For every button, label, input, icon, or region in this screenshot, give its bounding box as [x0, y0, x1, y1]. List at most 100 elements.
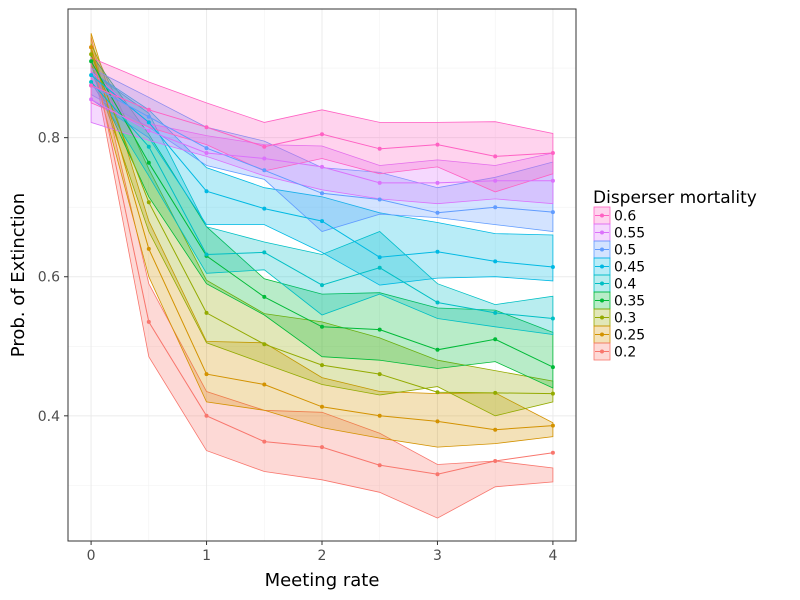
- band-0.6: [90, 57, 554, 193]
- point-0.35: [262, 294, 267, 299]
- point-0.55: [89, 97, 94, 102]
- band-0.55: [90, 70, 554, 205]
- legend-key-point: [600, 349, 604, 354]
- legend-label: 0.4: [614, 277, 636, 293]
- y-tick-label: 0.4: [38, 409, 60, 425]
- point-0.6: [262, 144, 267, 149]
- point-0.2: [435, 472, 440, 477]
- point-0.4: [320, 283, 324, 288]
- legend-key-point: [600, 247, 604, 252]
- point-0.55: [435, 180, 440, 185]
- point-0.5: [435, 210, 440, 215]
- point-0.25: [204, 372, 209, 377]
- point-0.6: [320, 132, 324, 137]
- point-0.45: [204, 189, 209, 194]
- y-axis-title: Prob. of Extinction: [8, 193, 29, 357]
- point-0.25: [146, 246, 151, 251]
- point-0.4: [89, 80, 94, 84]
- point-0.4: [377, 265, 382, 270]
- point-0.2: [377, 463, 382, 468]
- point-0.6: [204, 125, 209, 130]
- point-0.3: [146, 200, 151, 205]
- point-0.45: [435, 249, 440, 254]
- legend-title: Disperser mortality: [593, 188, 757, 208]
- x-tick-label: 3: [433, 548, 442, 564]
- point-0.25: [377, 413, 382, 418]
- legend-label: 0.55: [614, 226, 645, 242]
- point-0.25: [435, 419, 440, 424]
- point-0.4: [435, 300, 440, 305]
- point-0.45: [493, 259, 498, 264]
- point-0.35: [146, 160, 151, 165]
- x-tick-label: 4: [548, 548, 557, 564]
- legend-label: 0.6: [614, 209, 636, 225]
- point-0.5: [493, 205, 498, 210]
- point-0.5: [320, 191, 324, 196]
- x-tick-label: 2: [318, 548, 327, 564]
- point-0.6: [550, 151, 555, 155]
- point-0.45: [550, 265, 555, 269]
- band-0.3: [90, 43, 554, 417]
- legend-key-point: [600, 230, 604, 235]
- legend-item-0.6: 0.6: [593, 206, 636, 225]
- legend-label: 0.45: [614, 260, 645, 276]
- point-0.4: [204, 252, 209, 257]
- point-0.3: [377, 372, 382, 377]
- point-0.35: [377, 327, 382, 332]
- legend-key-point: [600, 298, 604, 303]
- legend-item-0.45: 0.45: [593, 257, 645, 276]
- legend-items: 0.60.550.50.450.40.350.30.250.2: [593, 206, 645, 361]
- point-0.35: [550, 365, 555, 370]
- point-0.5: [146, 114, 151, 119]
- legend-item-0.3: 0.3: [593, 308, 636, 327]
- legend-key-point: [600, 213, 604, 218]
- point-0.3: [204, 310, 209, 315]
- point-0.5: [377, 197, 382, 202]
- point-0.55: [493, 178, 498, 183]
- legend-label: 0.3: [614, 311, 636, 327]
- point-0.45: [377, 255, 382, 260]
- y-tick-label: 0.8: [38, 131, 60, 147]
- legend-key-point: [600, 264, 604, 269]
- x-tick-label: 1: [202, 548, 211, 564]
- point-0.25: [493, 427, 498, 432]
- legend-label: 0.35: [614, 294, 645, 310]
- legend-item-0.2: 0.2: [593, 342, 636, 361]
- point-0.45: [146, 120, 151, 125]
- legend-item-0.35: 0.35: [593, 291, 645, 310]
- point-0.3: [493, 390, 498, 395]
- legend: Disperser mortality 0.60.550.50.450.40.3…: [593, 188, 757, 361]
- y-tick-label: 0.6: [38, 270, 60, 286]
- legend-key-point: [600, 315, 604, 320]
- point-0.6: [89, 83, 94, 88]
- point-0.6: [377, 146, 382, 151]
- point-0.25: [89, 45, 94, 50]
- point-0.6: [435, 142, 440, 147]
- point-0.35: [435, 347, 440, 352]
- point-0.6: [146, 107, 151, 112]
- point-0.45: [320, 219, 324, 224]
- legend-label: 0.25: [614, 328, 645, 344]
- x-axis-title: Meeting rate: [265, 570, 380, 591]
- point-0.4: [550, 316, 555, 321]
- point-0.55: [204, 151, 209, 155]
- point-0.55: [550, 178, 555, 183]
- series-points: [89, 45, 555, 477]
- band-0.35: [90, 52, 554, 389]
- legend-item-0.4: 0.4: [593, 274, 636, 293]
- point-0.35: [89, 59, 94, 64]
- point-0.45: [262, 206, 267, 211]
- band-0.45: [90, 70, 554, 286]
- legend-item-0.25: 0.25: [593, 325, 645, 344]
- point-0.3: [89, 52, 94, 57]
- point-0.3: [262, 342, 267, 347]
- point-0.25: [262, 382, 267, 387]
- legend-key-point: [600, 332, 604, 337]
- point-0.3: [435, 390, 440, 395]
- point-0.3: [320, 363, 324, 368]
- point-0.55: [146, 128, 151, 133]
- point-0.2: [320, 445, 324, 450]
- point-0.55: [262, 156, 267, 161]
- y-axis-ticks: 0.4 0.6 0.8: [38, 131, 68, 425]
